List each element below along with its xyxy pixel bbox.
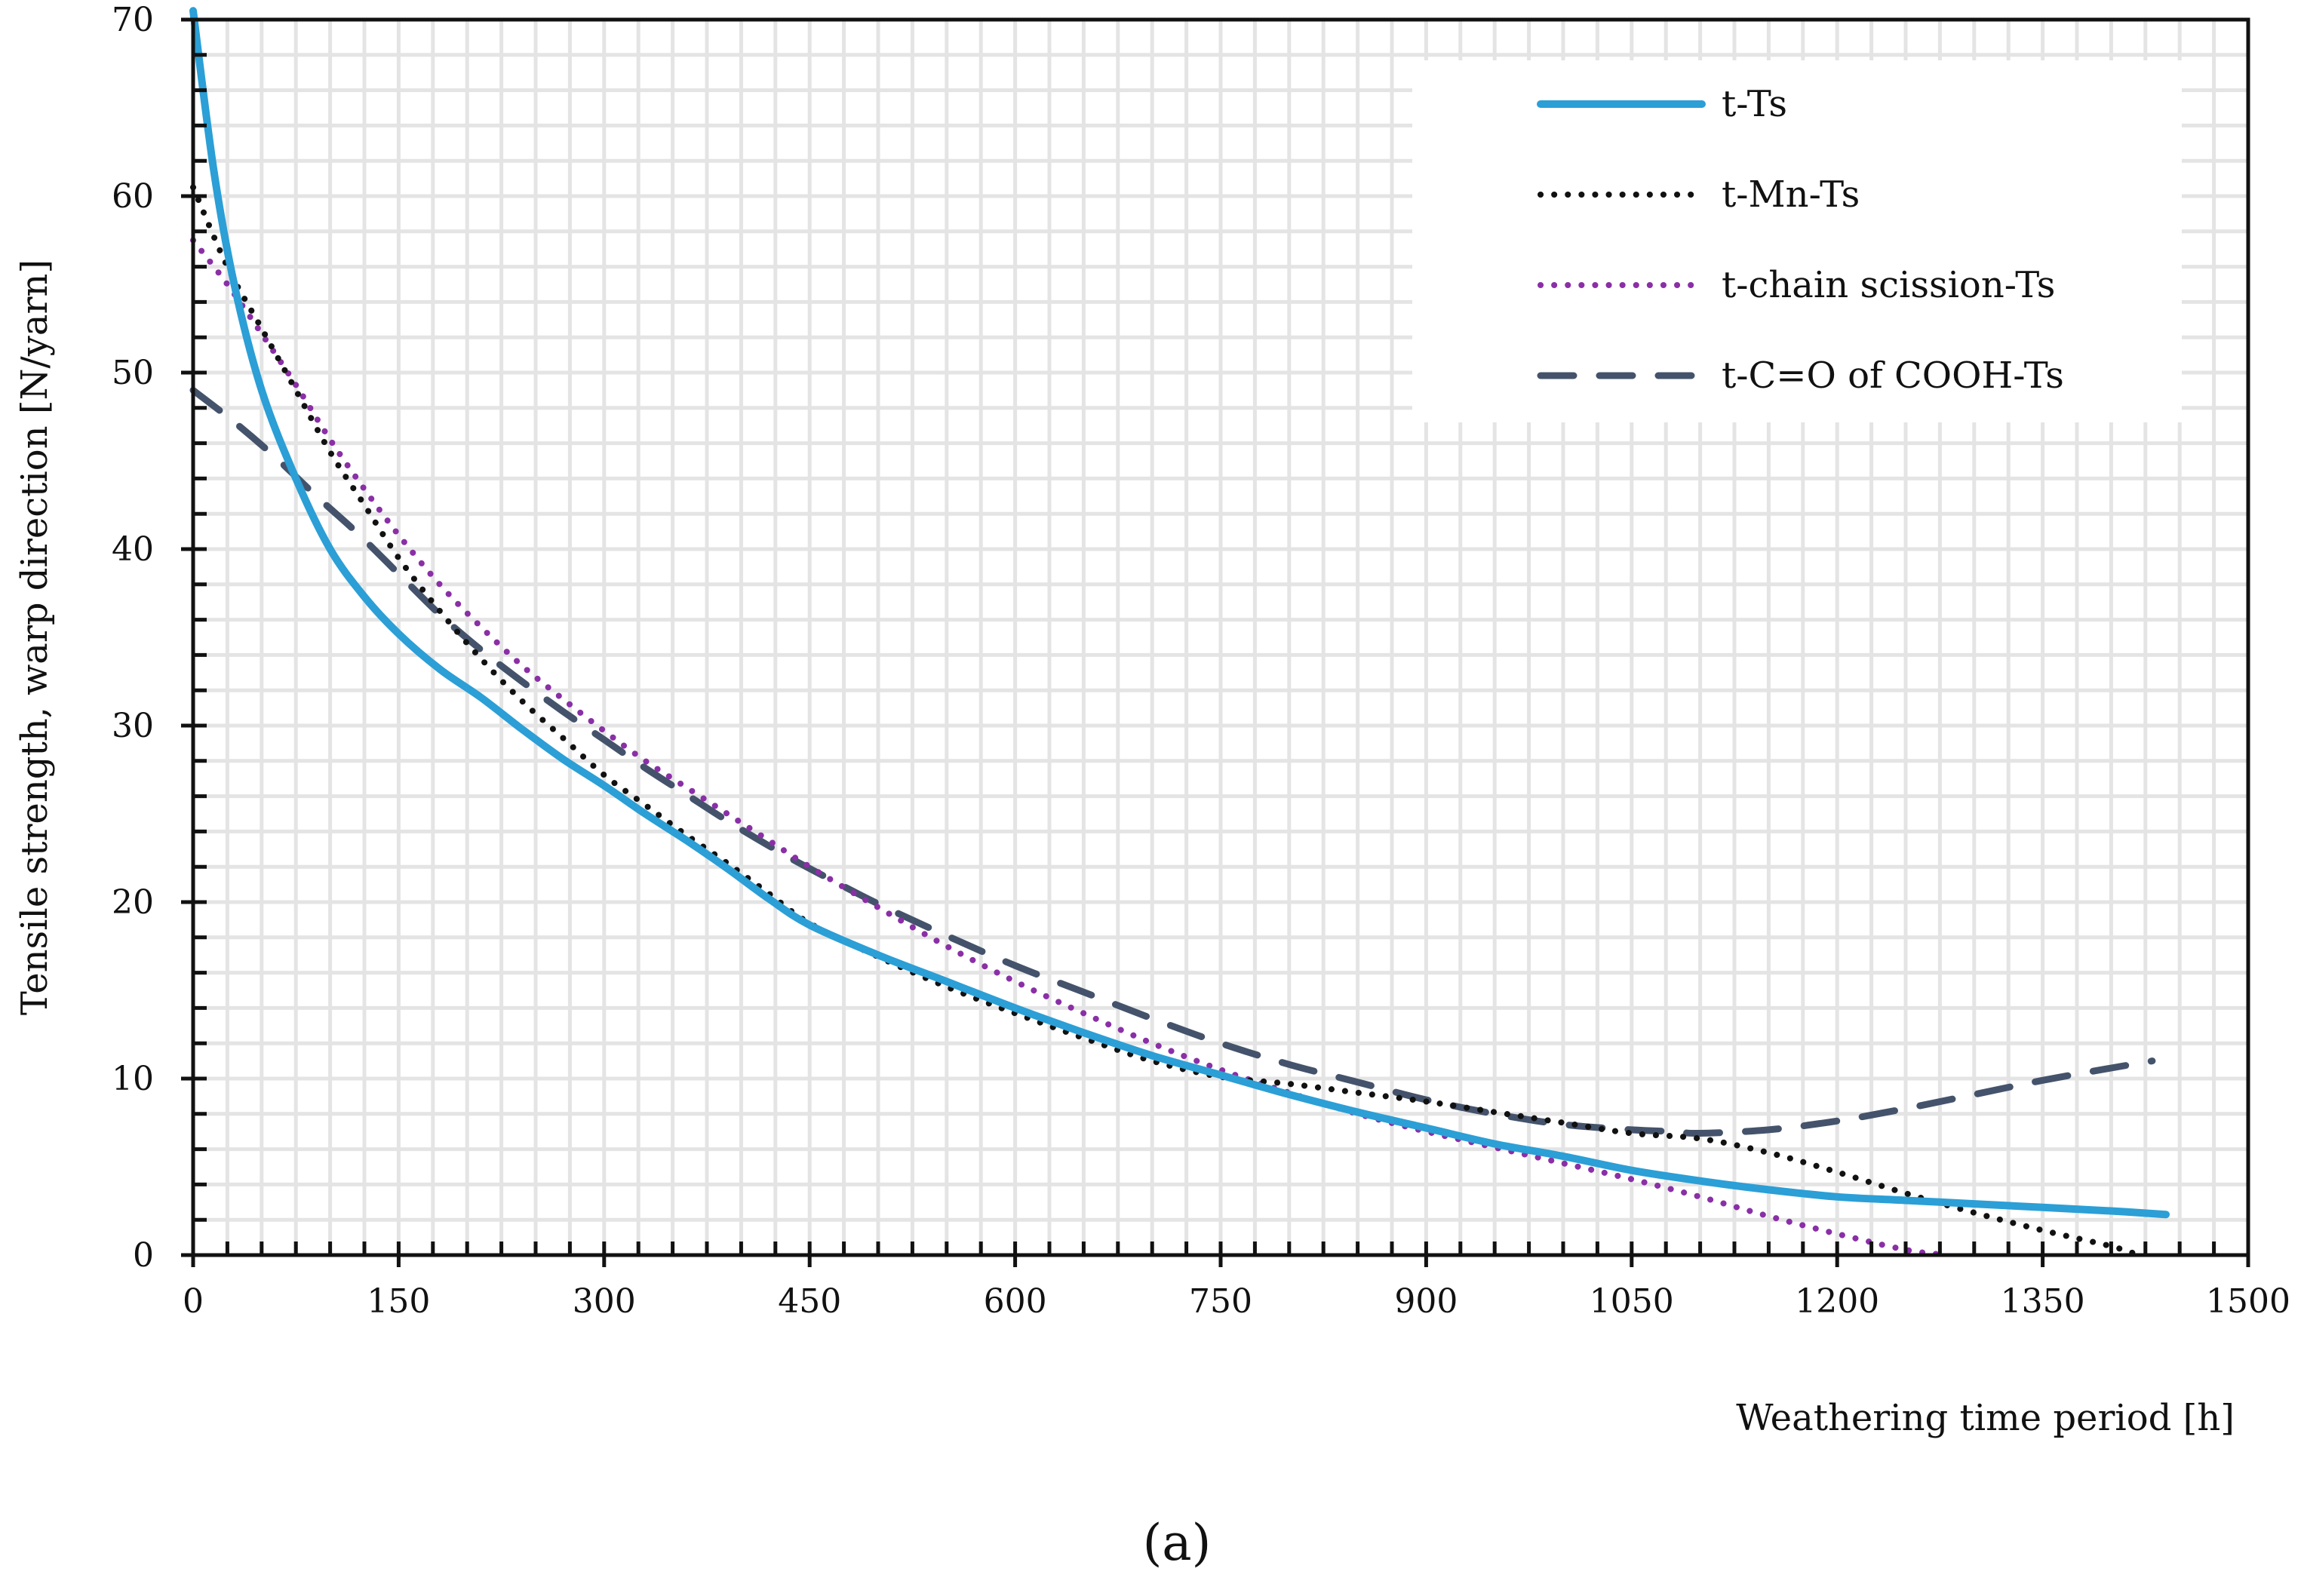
y-tick-label: 10 bbox=[112, 1060, 154, 1098]
y-tick-label: 50 bbox=[112, 354, 154, 392]
series-line-t-chain-scission-ts bbox=[190, 237, 1950, 1258]
y-tick-label: 20 bbox=[112, 883, 154, 922]
series-line-t-c-o-of-cooh-ts bbox=[189, 386, 2156, 1137]
y-tick-label: 30 bbox=[112, 707, 154, 745]
x-tick-label: 600 bbox=[984, 1282, 1047, 1321]
x-tick-label: 1500 bbox=[2206, 1282, 2290, 1321]
axis-ticks: 0 150 300 450 600 750 900 1050 1200 1350 1500 0 10 20… bbox=[112, 1, 2290, 1321]
x-tick-label: 750 bbox=[1189, 1282, 1252, 1321]
panel-label: (a) bbox=[1143, 1514, 1212, 1572]
x-tick-label: 300 bbox=[573, 1282, 636, 1321]
y-axis-title: Tensile strength, warp direction [N/yarn… bbox=[14, 259, 56, 1015]
x-tick-label: 0 bbox=[183, 1282, 204, 1321]
x-axis-title: Weathering time period [h] bbox=[1736, 1397, 2235, 1439]
x-tick-label: 900 bbox=[1394, 1282, 1458, 1321]
legend-label: t-Ts bbox=[1722, 83, 1787, 125]
series-line-t-mn-ts bbox=[190, 184, 2142, 1258]
x-tick-label: 150 bbox=[367, 1282, 430, 1321]
legend-label: t-Mn-Ts bbox=[1722, 173, 1860, 216]
x-tick-label: 1050 bbox=[1590, 1282, 1674, 1321]
legend-label: t-C=O of COOH-Ts bbox=[1722, 354, 2064, 397]
x-tick-label: 1350 bbox=[2001, 1282, 2085, 1321]
y-tick-label: 70 bbox=[112, 1, 154, 39]
series-line-t-ts bbox=[189, 7, 2170, 1219]
x-tick-label: 450 bbox=[778, 1282, 841, 1321]
legend-background bbox=[1412, 60, 2182, 422]
y-tick-label: 40 bbox=[112, 530, 154, 569]
legend: t-Ts t-Mn-Ts t-chain scission-Ts t-C=O of C… bbox=[1537, 83, 2064, 397]
y-tick-label: 0 bbox=[133, 1236, 154, 1275]
x-tick-label: 1200 bbox=[1795, 1282, 1879, 1321]
legend-label: t-chain scission-Ts bbox=[1722, 264, 2055, 306]
y-tick-label: 60 bbox=[112, 177, 154, 216]
series-lines bbox=[189, 7, 2170, 1258]
